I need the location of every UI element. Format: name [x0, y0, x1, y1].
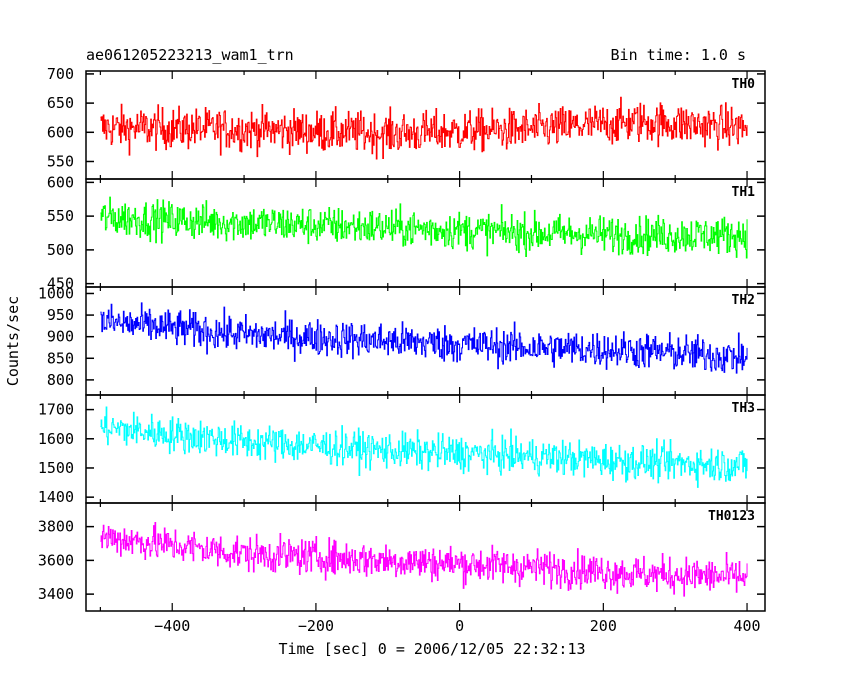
- y-tick-label: 850: [47, 349, 74, 367]
- bin-time-label: Bin time: 1.0 s: [611, 46, 746, 64]
- panel-th0123: 3400 3600 3800 TH0123: [38, 502, 766, 612]
- series-line-th3: [100, 406, 748, 488]
- y-tick-label: 900: [47, 328, 74, 346]
- panel-name-label: TH0: [732, 77, 756, 92]
- y-tick-label: 800: [47, 371, 74, 389]
- y-tick-label: 600: [47, 123, 74, 141]
- series-line-th2: [100, 302, 748, 374]
- y-tick-label: 1000: [38, 284, 74, 302]
- panel-th2: 800 850 900 950 1000 TH2: [38, 284, 766, 396]
- panels: 550 600 650 700 TH0 450 500 550 600 TH1 800 850 900 9…: [38, 65, 766, 612]
- x-tick-label: −400: [154, 617, 190, 635]
- x-tick-label: 0: [455, 617, 464, 635]
- x-tick-label: −200: [298, 617, 334, 635]
- panel-th3: 1400 1500 1600 1700 TH3: [38, 394, 766, 506]
- x-tick-label: 400: [733, 617, 760, 635]
- y-tick-label: 650: [47, 94, 74, 112]
- series-line-th0123: [100, 522, 748, 597]
- y-tick-label: 950: [47, 306, 74, 324]
- y-tick-label: 500: [47, 241, 74, 259]
- panel-name-label: TH1: [732, 185, 756, 200]
- y-tick-label: 600: [47, 173, 74, 191]
- panel-name-label: TH0123: [708, 509, 755, 524]
- y-tick-label: 3600: [38, 551, 74, 569]
- y-tick-label: 1600: [38, 430, 74, 448]
- series-line-th0: [100, 96, 748, 160]
- y-tick-label: 1700: [38, 401, 74, 419]
- y-tick-label: 1500: [38, 459, 74, 477]
- panel-th0: 550 600 650 700 TH0: [47, 65, 766, 180]
- y-axis-label: Counts/sec: [4, 296, 22, 386]
- y-tick-label: 1400: [38, 488, 74, 506]
- y-tick-label: 550: [47, 152, 74, 170]
- y-tick-label: 450: [47, 275, 74, 293]
- series-line-th1: [100, 196, 748, 259]
- y-tick-label: 700: [47, 65, 74, 83]
- x-axis-label: Time [sec] 0 = 2006/12/05 22:32:13: [278, 640, 585, 658]
- chart-title: ae061205223213_wam1_trn: [86, 46, 294, 64]
- y-tick-label: 3400: [38, 585, 74, 603]
- panel-th1: 450 500 550 600 TH1: [47, 173, 766, 293]
- x-tick-label: 200: [590, 617, 617, 635]
- panel-frame: [85, 502, 766, 612]
- y-tick-label: 3800: [38, 518, 74, 536]
- y-tick-label: 550: [47, 207, 74, 225]
- panel-name-label: TH2: [732, 293, 755, 308]
- x-axis: −400 −200 0 200 400: [154, 617, 760, 635]
- panel-name-label: TH3: [732, 401, 755, 416]
